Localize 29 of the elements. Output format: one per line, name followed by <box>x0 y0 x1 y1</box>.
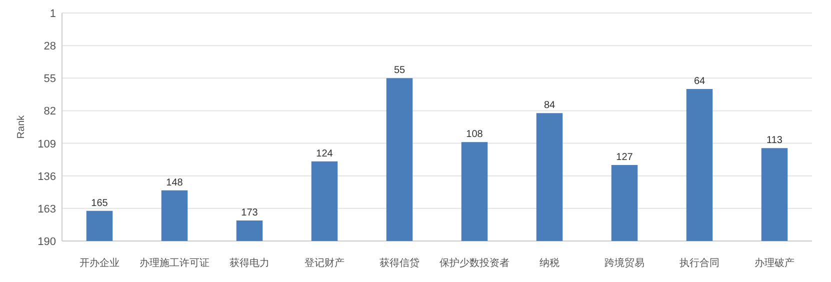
data-label: 148 <box>166 177 184 188</box>
y-tick-label: 136 <box>38 170 56 183</box>
y-tick-label: 190 <box>38 236 56 248</box>
data-label: 113 <box>766 135 783 146</box>
data-label: 127 <box>616 152 634 163</box>
data-label: 165 <box>91 198 108 209</box>
x-tick-label: 开办企业 <box>80 257 120 269</box>
x-tick-label: 跨境贸易 <box>604 257 644 269</box>
x-tick-label: 获得电力 <box>230 257 270 269</box>
data-label: 108 <box>466 129 484 140</box>
x-tick-label: 获得信贷 <box>380 257 420 269</box>
y-axis-title: Rank <box>16 114 27 139</box>
x-tick-label: 办理破产 <box>754 257 794 269</box>
y-tick-label: 28 <box>44 40 56 53</box>
x-tick-label: 办理施工许可证 <box>140 257 210 269</box>
y-tick-label: 55 <box>44 73 56 86</box>
y-tick-label: 163 <box>38 203 56 216</box>
data-label: 55 <box>394 65 406 76</box>
x-tick-label: 登记财产 <box>304 257 344 269</box>
y-tick-label: 1 <box>50 8 56 20</box>
data-label: 124 <box>316 148 334 160</box>
data-label: 84 <box>544 100 556 112</box>
data-label: 173 <box>241 207 258 218</box>
y-tick-label: 82 <box>44 106 56 118</box>
data-label: 64 <box>694 76 706 87</box>
x-tick-label: 纳税 <box>540 257 560 269</box>
x-tick-label: 执行合同 <box>680 257 720 269</box>
y-tick-label: 109 <box>38 138 56 150</box>
x-tick-label: 保护少数投资者 <box>440 257 510 269</box>
